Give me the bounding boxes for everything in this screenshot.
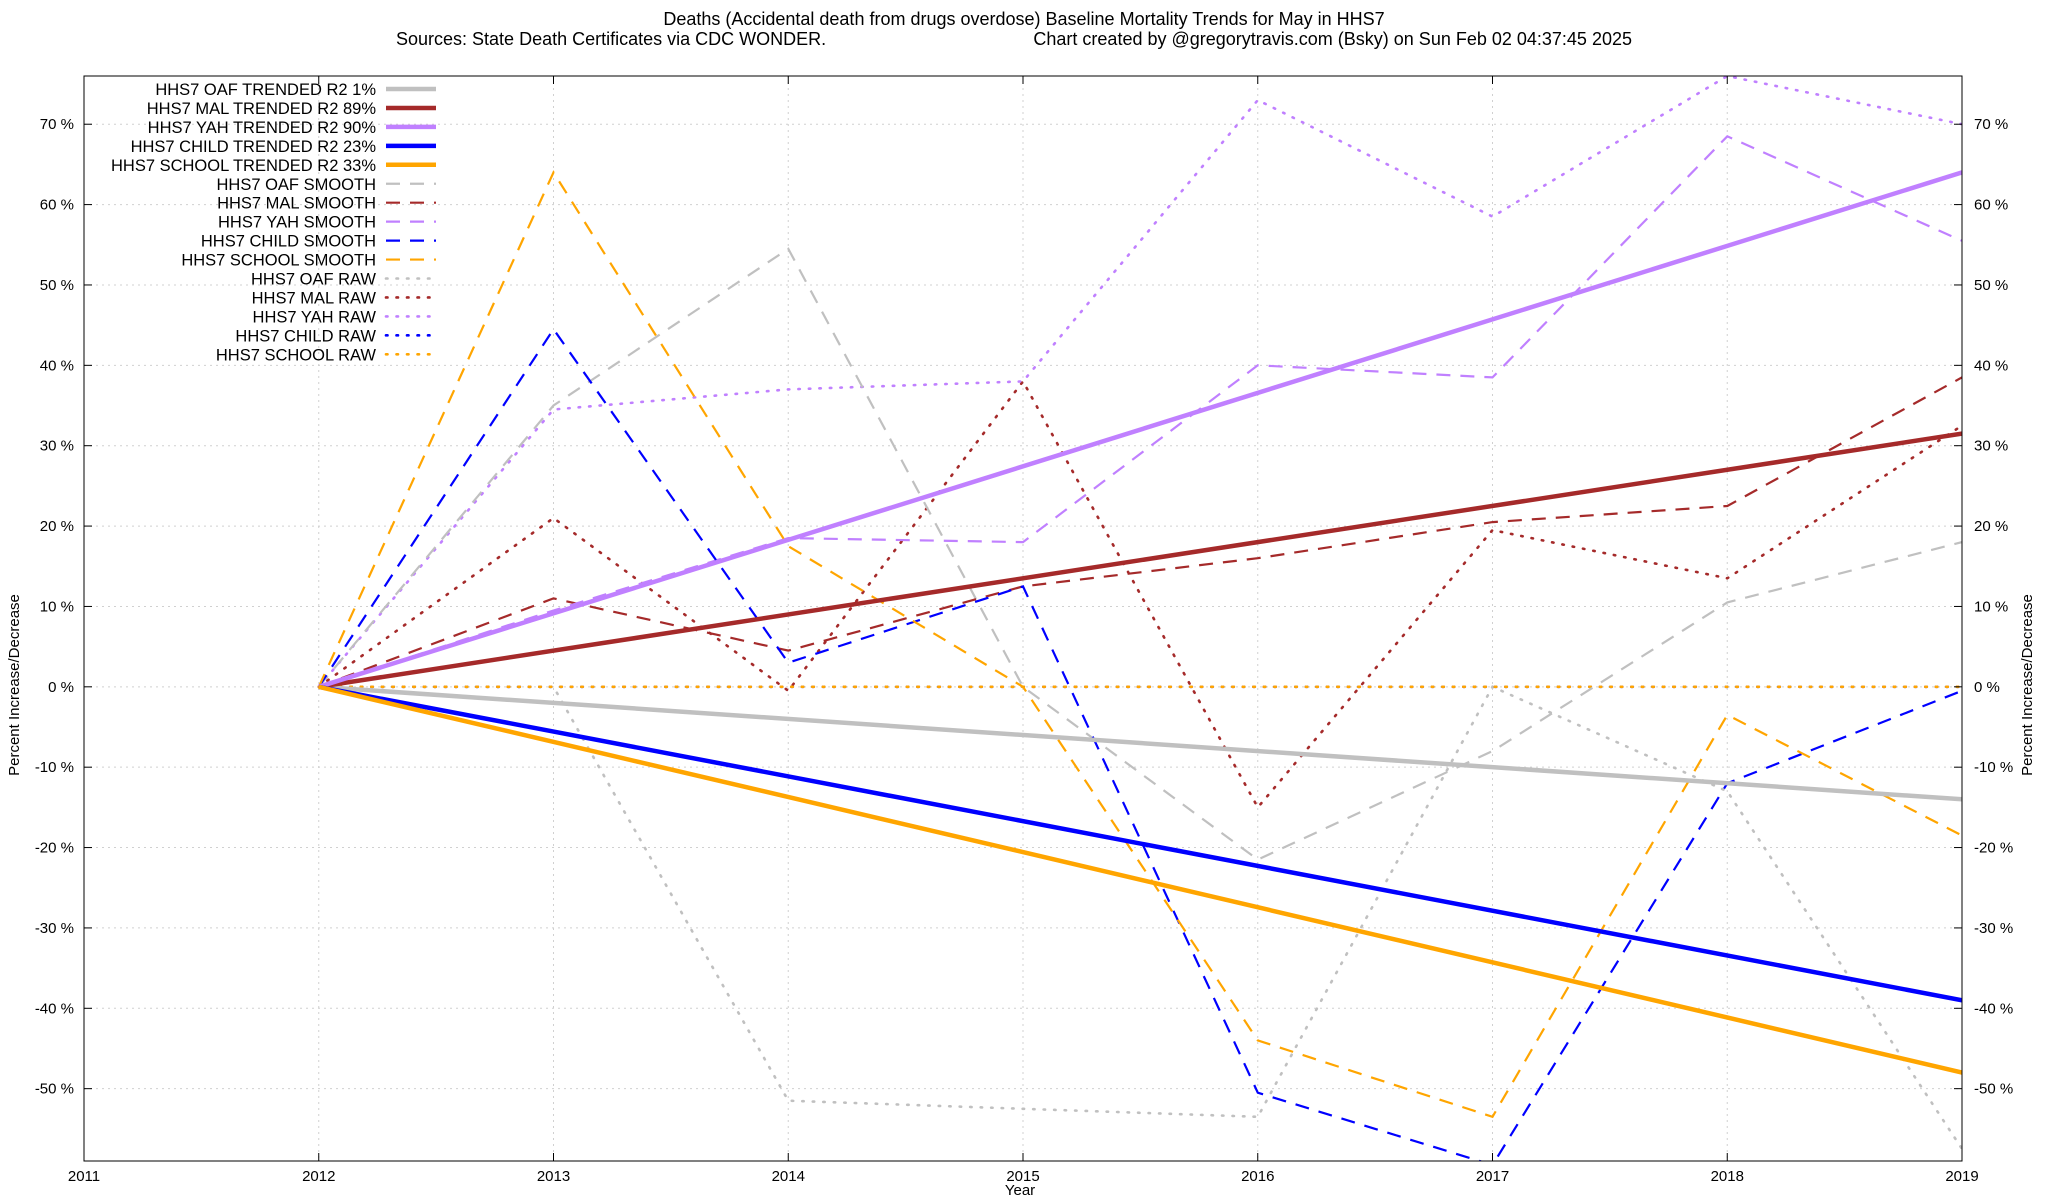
x-axis-label: Year [1005, 1182, 1035, 1199]
legend-label: HHS7 MAL RAW [252, 289, 377, 307]
y2-tick-label: -50 % [1974, 1081, 2013, 1098]
x-tick-label: 2014 [772, 1168, 805, 1185]
series-line-hhs7-mal-smooth [318, 376, 1962, 688]
series-line-hhs7-yah-trended-r2 [318, 170, 1962, 689]
legend-label: HHS7 OAF TRENDED R2 1% [155, 81, 376, 99]
legend-label: HHS7 YAH SMOOTH [218, 214, 376, 232]
legend-label: HHS7 YAH TRENDED R2 90% [148, 119, 377, 137]
x-tick-label: 2017 [1476, 1168, 1509, 1185]
x-tick-label: 2016 [1241, 1168, 1274, 1185]
series-line-hhs7-oaf-trended-r2 [318, 684, 1962, 802]
y-tick-label: 60 % [40, 197, 74, 214]
series-line-hhs7-mal-raw [317, 379, 1962, 810]
legend: HHS7 OAF TRENDED R2 1%HHS7 MAL TRENDED R… [111, 81, 438, 364]
series-line-hhs7-oaf-raw [317, 685, 1962, 1151]
chart-subtitle-source: Sources: State Death Certificates via CD… [396, 29, 826, 49]
x-tick-label: 2015 [1006, 1168, 1039, 1185]
chart-title: Deaths (Accidental death from drugs over… [663, 9, 1384, 29]
series-line-hhs7-oaf-smooth [317, 247, 1962, 861]
legend-label: HHS7 SCHOOL TRENDED R2 33% [111, 157, 376, 175]
legend-label: HHS7 SCHOOL SMOOTH [181, 252, 376, 270]
x-tick-label: 2012 [302, 1168, 335, 1185]
y-tick-label: -20 % [35, 840, 74, 857]
x-tick-label: 2013 [537, 1168, 570, 1185]
y2-tick-label: 20 % [1974, 518, 2008, 535]
legend-label: HHS7 CHILD SMOOTH [201, 233, 376, 251]
x-tick-label: 2019 [1945, 1168, 1978, 1185]
series-line-hhs7-yah-raw [317, 76, 1962, 689]
y2-tick-label: 40 % [1974, 357, 2008, 374]
legend-label: HHS7 OAF SMOOTH [216, 176, 376, 194]
x-tick-label: 2018 [1711, 1168, 1744, 1185]
series-layer [317, 76, 1962, 1161]
y-tick-label: 40 % [40, 357, 74, 374]
legend-label: HHS7 CHILD RAW [235, 327, 376, 345]
legend-label: HHS7 OAF RAW [251, 271, 376, 289]
series-line-hhs7-mal-trended-r2 [318, 431, 1962, 690]
y-tick-label: 10 % [40, 598, 74, 615]
y2-axis-label: Percent Increase/Decrease [2019, 594, 2036, 776]
axis-ticks: 2011 2012 2013 2014 2015 2016 2017 2018 2019 -50 … [35, 76, 2013, 1185]
y-tick-label: 70 % [40, 116, 74, 133]
series-line-hhs7-child-smooth [317, 327, 1962, 1161]
y-tick-label: -50 % [35, 1081, 74, 1098]
y2-tick-label: 60 % [1974, 197, 2008, 214]
legend-label: HHS7 MAL TRENDED R2 89% [147, 100, 377, 118]
grid [84, 76, 1962, 1161]
legend-label: HHS7 YAH RAW [253, 308, 377, 326]
chart-subtitle-credit: Chart created by @gregorytravis.com (Bsk… [1033, 29, 1632, 49]
y2-tick-label: 50 % [1974, 277, 2008, 294]
y-tick-label: 20 % [40, 518, 74, 535]
y2-tick-label: -10 % [1974, 759, 2013, 776]
y2-tick-label: 30 % [1974, 438, 2008, 455]
y2-tick-label: -40 % [1974, 1000, 2013, 1017]
y-axis-label: Percent Increase/Decrease [6, 594, 23, 776]
legend-label: HHS7 SCHOOL RAW [216, 346, 377, 364]
y-tick-label: -40 % [35, 1000, 74, 1017]
y-tick-label: 50 % [40, 277, 74, 294]
legend-label: HHS7 MAL SMOOTH [217, 195, 376, 213]
series-line-hhs7-yah-smooth [318, 134, 1962, 688]
y2-tick-label: 70 % [1974, 116, 2008, 133]
y2-tick-label: -30 % [1974, 920, 2013, 937]
legend-label: HHS7 CHILD TRENDED R2 23% [131, 138, 377, 156]
y2-tick-label: -20 % [1974, 840, 2013, 857]
series-line-hhs7-school-trended-r2 [318, 684, 1962, 1075]
y-tick-label: -10 % [35, 759, 74, 776]
x-tick-label: 2011 [68, 1168, 100, 1185]
y2-tick-label: 0 % [1974, 679, 2000, 696]
y2-tick-label: 10 % [1974, 598, 2008, 615]
series-line-hhs7-child-trended-r2 [318, 684, 1962, 1003]
y-tick-label: 30 % [40, 438, 74, 455]
y-tick-label: -30 % [35, 920, 74, 937]
y-tick-label: 0 % [48, 679, 74, 696]
